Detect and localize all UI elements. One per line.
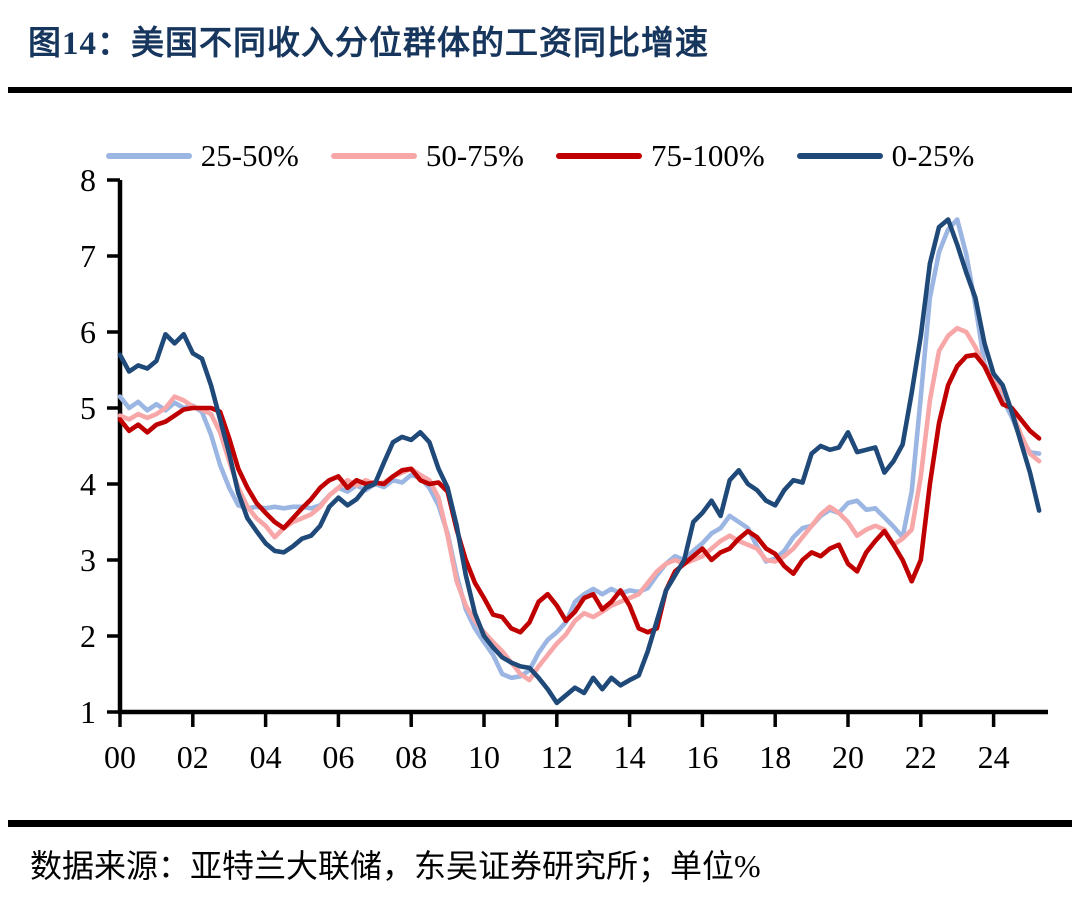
x-tick-label: 02 [177,739,209,775]
x-tick-label: 24 [978,739,1010,775]
y-tick-label: 4 [80,466,96,502]
legend-label-0-25: 0-25% [891,138,975,173]
x-tick-label: 04 [250,739,282,775]
legend-label-25-50: 25-50% [200,138,299,173]
series-line-25-50% [117,217,1042,681]
x-tick-label: 18 [759,739,791,775]
legend-swatch-50-75 [330,152,417,159]
y-tick-label: 2 [80,618,96,654]
legend-swatch-75-100 [556,152,642,159]
figure-title: 图14：美国不同收入分位群体的工资同比增速 [28,26,709,62]
x-tick-label: 16 [686,739,718,775]
legend-label-75-100: 75-100% [651,138,765,173]
chart-legend: 25-50% 50-75% 75-100% 0-25% [0,140,1080,171]
x-tick-label: 22 [905,739,937,775]
x-tick-label: 08 [395,739,427,775]
footer-divider-rule [8,820,1072,827]
legend-label-50-75: 50-75% [425,138,524,173]
x-tick-label: 00 [104,739,136,775]
legend-item-75-100: 75-100% [556,140,765,171]
x-tick-label: 14 [614,739,646,775]
y-tick-label: 1 [80,694,96,730]
y-tick-label: 7 [80,238,96,274]
legend-item-50-75: 50-75% [330,138,524,173]
series-line-75-100% [117,352,1042,635]
x-tick-label: 10 [468,739,500,775]
y-tick-label: 3 [80,542,96,578]
x-tick-label: 12 [541,739,573,775]
x-tick-label: 06 [322,739,354,775]
legend-item-25-50: 25-50% [105,138,299,173]
legend-swatch-25-50 [105,152,192,159]
y-tick-label: 5 [80,390,96,426]
series-line-0-25% [117,217,1042,706]
y-tick-label: 8 [80,162,96,198]
y-tick-label: 6 [80,314,96,350]
data-source-note: 数据来源：亚特兰大联储，东吴证券研究所；单位% [30,848,761,884]
legend-swatch-0-25 [796,152,883,159]
title-divider-rule [8,87,1072,93]
x-tick-label: 20 [832,739,864,775]
legend-item-0-25: 0-25% [796,138,975,173]
